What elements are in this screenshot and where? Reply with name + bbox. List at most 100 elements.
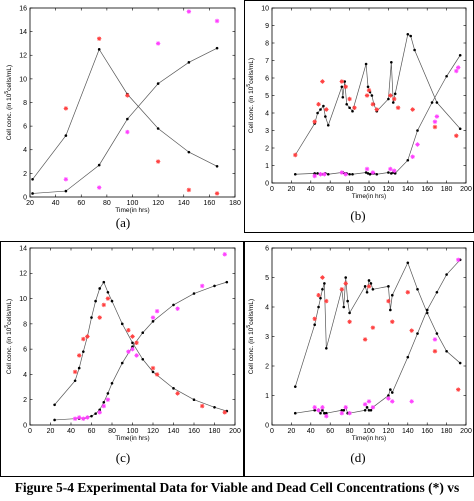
- series-data-dead: [312, 257, 461, 419]
- data-point: [101, 302, 106, 308]
- data-point: [126, 327, 131, 333]
- data-point: [312, 173, 317, 179]
- data-point: [131, 345, 134, 348]
- series-model-viable: [293, 32, 462, 157]
- x-axis-label: Time(in hrs): [352, 435, 386, 442]
- data-point: [366, 88, 372, 93]
- y-tick-label: 7: [265, 58, 269, 65]
- series-data-dead: [72, 252, 227, 421]
- data-point: [200, 283, 205, 289]
- y-tick-label: 6: [23, 347, 27, 354]
- y-tick-label: 0: [265, 180, 269, 187]
- series-model-dead: [53, 280, 229, 422]
- series-line: [295, 259, 461, 414]
- data-point: [316, 408, 321, 413]
- y-tick-label: 8: [265, 40, 269, 47]
- data-point: [365, 290, 369, 294]
- data-point: [81, 336, 86, 342]
- data-point: [215, 164, 219, 168]
- y-tick-label: 14: [19, 245, 27, 252]
- data-point: [82, 350, 85, 353]
- data-point: [413, 48, 416, 52]
- x-tick-label: 120: [147, 428, 159, 435]
- data-point: [362, 337, 368, 342]
- data-point: [370, 94, 374, 97]
- data-point: [312, 119, 317, 124]
- series-line: [295, 55, 461, 175]
- data-point: [351, 172, 354, 176]
- data-point: [406, 32, 410, 36]
- data-point: [175, 306, 180, 311]
- y-tick-label: 0: [23, 422, 27, 429]
- data-point: [347, 319, 352, 324]
- data-point: [319, 108, 322, 111]
- data-point: [390, 391, 394, 394]
- data-point: [215, 46, 219, 50]
- data-point: [410, 107, 415, 112]
- panel-label: (a): [116, 215, 130, 230]
- data-point: [126, 117, 129, 121]
- data-point: [156, 127, 160, 130]
- chart-panel-a: 20 40 60 80 100 120 140 160 180 0 2 4 6 8 10 12 14 16 Time…: [4, 5, 241, 230]
- data-point: [319, 296, 322, 300]
- data-point: [339, 411, 345, 416]
- y-axis-label: Cell conc. (in 105cells/mL): [246, 58, 255, 133]
- y-tick-label: 4: [265, 304, 269, 311]
- x-tick-label: 0: [270, 428, 274, 435]
- data-point: [348, 172, 351, 176]
- data-point: [387, 394, 390, 397]
- data-point: [155, 159, 161, 164]
- data-point: [225, 280, 229, 284]
- data-point: [435, 101, 439, 104]
- x-tick-label: 20: [288, 428, 296, 435]
- y-tick-label: 12: [19, 271, 27, 278]
- data-point: [324, 115, 327, 118]
- data-point: [64, 134, 68, 137]
- x-tick-label: 160: [421, 428, 433, 435]
- x-tick-label: 100: [363, 186, 375, 193]
- x-tick-label: 40: [67, 428, 75, 435]
- data-point: [347, 411, 352, 416]
- data-point: [389, 388, 392, 391]
- y-tick-label: 1: [265, 393, 269, 400]
- x-tick-label: 20: [47, 428, 55, 435]
- data-point: [339, 170, 345, 175]
- data-point: [312, 316, 317, 321]
- data-point: [63, 106, 69, 111]
- x-tick-label: 180: [441, 428, 453, 435]
- series-data-viable: [72, 296, 227, 415]
- data-point: [390, 399, 395, 404]
- series-line: [54, 281, 227, 412]
- data-point: [293, 411, 297, 415]
- x-tick-label: 180: [229, 200, 241, 207]
- data-point: [105, 397, 111, 402]
- y-tick-label: 6: [23, 124, 27, 131]
- data-point: [97, 315, 102, 320]
- data-point: [130, 346, 135, 352]
- x-tick-label: 160: [188, 428, 200, 435]
- data-point: [366, 284, 372, 289]
- data-point: [321, 288, 324, 291]
- data-point: [387, 285, 390, 288]
- panel-label: (d): [350, 450, 365, 465]
- data-point: [106, 290, 110, 294]
- data-point: [351, 109, 354, 113]
- data-point: [406, 158, 410, 162]
- data-point: [134, 353, 139, 358]
- data-point: [319, 411, 322, 415]
- chart-panel-c: 0 20 40 60 80 100 120 140 160 180 200 0 2 4 6 8 10 12 14 Ti…: [4, 245, 241, 465]
- data-point: [320, 275, 325, 280]
- data-point: [345, 102, 348, 106]
- data-point: [64, 189, 68, 193]
- data-point: [393, 92, 397, 96]
- x-tick-label: 0: [270, 186, 274, 193]
- data-point: [432, 119, 438, 124]
- data-point: [416, 332, 419, 335]
- data-point: [325, 411, 328, 415]
- data-point: [213, 406, 216, 409]
- data-point: [370, 170, 376, 175]
- data-point: [141, 357, 145, 361]
- panel-label: (b): [350, 208, 365, 223]
- data-point: [458, 361, 462, 365]
- series-model-viable: [293, 261, 462, 388]
